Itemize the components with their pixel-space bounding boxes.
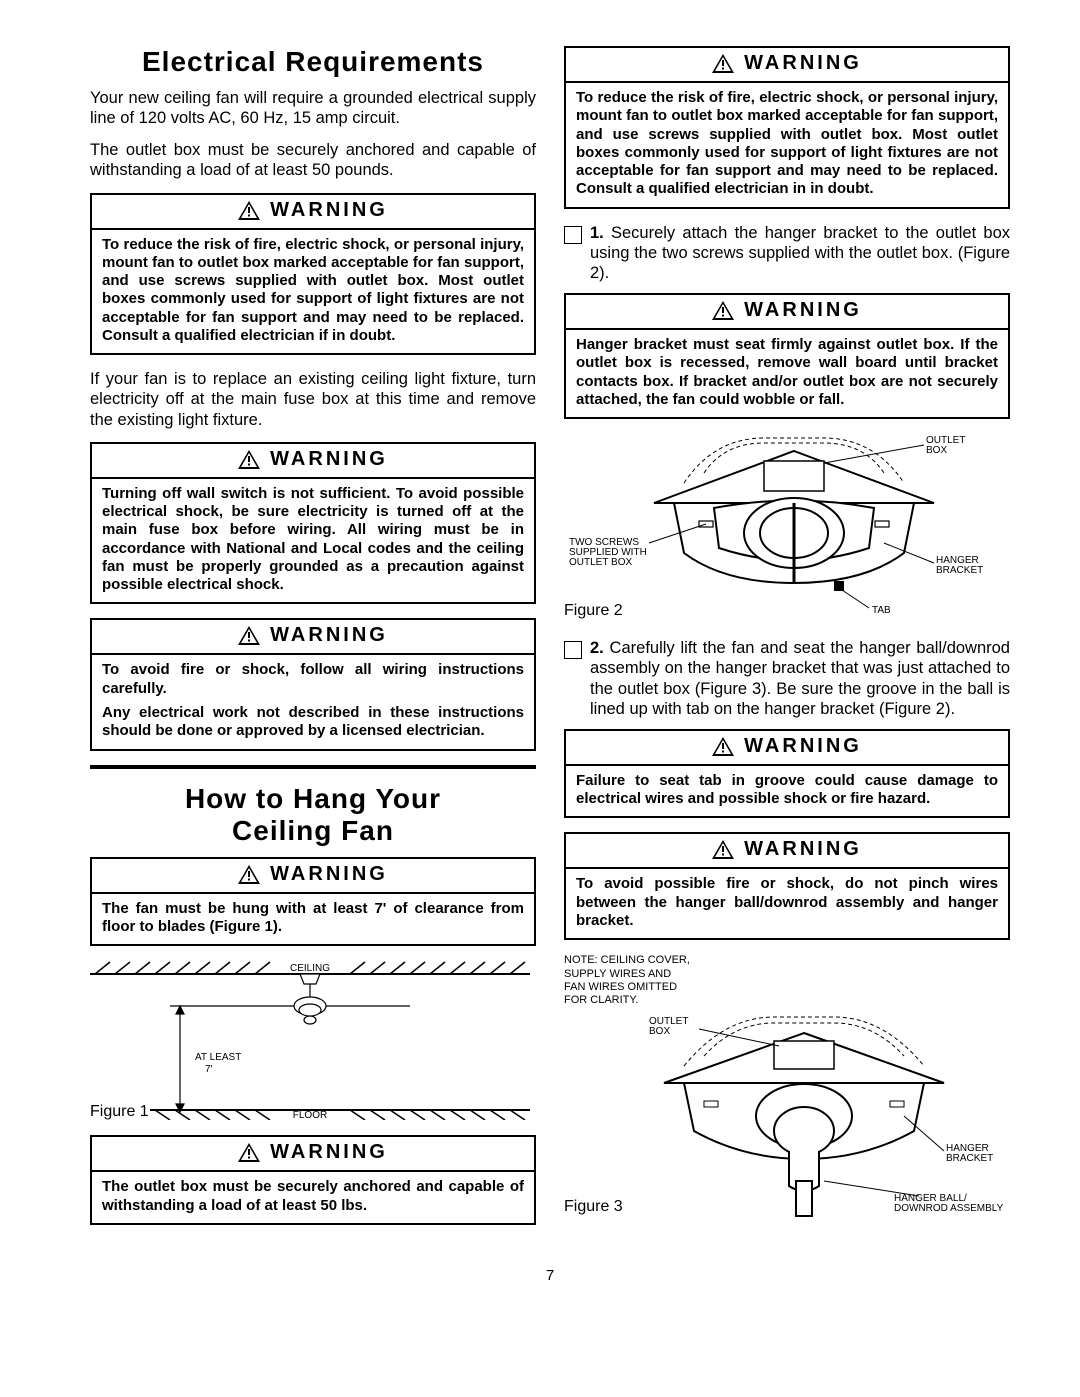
step-checkbox[interactable] <box>564 226 582 244</box>
warning-box-l3: WARNING To avoid fire or shock, follow a… <box>90 618 536 750</box>
figure-1-caption: Figure 1 <box>90 1103 149 1120</box>
step-2-num: 2. <box>590 639 604 657</box>
warning-label: WARNING <box>744 735 862 758</box>
warning-header: WARNING <box>92 859 534 894</box>
fig1-label-floor: FLOOR <box>293 1110 327 1120</box>
fig2-tab <box>834 581 844 591</box>
warning-box-l5: WARNING The outlet box must be securely … <box>90 1135 536 1225</box>
para-elec-2: The outlet box must be securely anchored… <box>90 140 536 180</box>
figure-2: OUTLETBOX TWO SCREWSSUPPLIED WITHOUTLET … <box>564 433 1010 628</box>
warning-header: WARNING <box>566 834 1008 869</box>
warning-label: WARNING <box>270 448 388 471</box>
section-title-hang-l2: Ceiling Fan <box>90 815 536 847</box>
warning-body-l3: To avoid fire or shock, follow all wirin… <box>92 655 534 748</box>
warning-text-l3b: Any electrical work not described in the… <box>102 704 524 741</box>
step-checkbox[interactable] <box>564 641 582 659</box>
figure-3-caption: Figure 3 <box>564 1198 623 1215</box>
fig2-label-tab: TAB <box>872 605 891 616</box>
warning-triangle-icon <box>238 201 260 220</box>
warning-label: WARNING <box>270 624 388 647</box>
warning-triangle-icon <box>238 626 260 645</box>
warning-triangle-icon <box>712 840 734 859</box>
figure-2-svg: OUTLETBOX TWO SCREWSSUPPLIED WITHOUTLET … <box>564 433 1004 623</box>
warning-header: WARNING <box>92 195 534 230</box>
warning-body-l2: Turning off wall switch is not sufficien… <box>92 479 534 603</box>
section-title-hang-l1: How to Hang Your <box>90 783 536 815</box>
warning-box-r2: WARNING Hanger bracket must seat firmly … <box>564 293 1010 419</box>
warning-triangle-icon <box>712 737 734 756</box>
warning-body-r1: To reduce the risk of fire, electric sho… <box>566 83 1008 207</box>
step-1-text: 1. Securely attach the hanger bracket to… <box>590 223 1010 283</box>
fig1-label-atleast: AT LEAST <box>195 1052 241 1063</box>
step-1-body: Securely attach the hanger bracket to th… <box>590 224 1010 282</box>
right-column: WARNING To reduce the risk of fire, elec… <box>564 40 1010 1239</box>
warning-box-l2: WARNING Turning off wall switch is not s… <box>90 442 536 605</box>
warning-box-r4: WARNING To avoid possible fire or shock,… <box>564 832 1010 940</box>
warning-header: WARNING <box>566 731 1008 766</box>
para-elec-3: If your fan is to replace an existing ce… <box>90 369 536 429</box>
figure-1: CEILING <box>90 960 536 1125</box>
figure-3-note: NOTE: CEILING COVER, SUPPLY WIRES AND FA… <box>564 954 1010 1007</box>
warning-body-l1: To reduce the risk of fire, electric sho… <box>92 230 534 354</box>
warning-label: WARNING <box>744 52 862 75</box>
warning-header: WARNING <box>92 444 534 479</box>
page-number: 7 <box>90 1267 1010 1284</box>
fig3-label-hanger: HANGERBRACKET <box>946 1143 993 1164</box>
warning-header: WARNING <box>566 48 1008 83</box>
figure-2-caption: Figure 2 <box>564 602 623 619</box>
fig3-label-ball: HANGER BALL/DOWNROD ASSEMBLY <box>894 1193 1004 1214</box>
warning-label: WARNING <box>744 299 862 322</box>
section-divider <box>90 765 536 769</box>
step-1-num: 1. <box>590 224 604 242</box>
warning-body-l4: The fan must be hung with at least 7' of… <box>92 894 534 945</box>
warning-text-l3a: To avoid fire or shock, follow all wirin… <box>102 661 524 698</box>
warning-label: WARNING <box>744 838 862 861</box>
warning-body-r4: To avoid possible fire or shock, do not … <box>566 869 1008 938</box>
step-2-body: Carefully lift the fan and seat the hang… <box>590 639 1010 717</box>
figure-1-svg: CEILING <box>90 960 530 1120</box>
step-2: 2. Carefully lift the fan and seat the h… <box>564 638 1010 719</box>
warning-box-l1: WARNING To reduce the risk of fire, elec… <box>90 193 536 356</box>
warning-box-r3: WARNING Failure to seat tab in groove co… <box>564 729 1010 819</box>
section-title-electrical: Electrical Requirements <box>90 46 536 78</box>
page: Electrical Requirements Your new ceiling… <box>0 0 1080 1314</box>
warning-header: WARNING <box>92 1137 534 1172</box>
figure-3: NOTE: CEILING COVER, SUPPLY WIRES AND FA… <box>564 954 1010 1226</box>
step-1: 1. Securely attach the hanger bracket to… <box>564 223 1010 283</box>
warning-body-r2: Hanger bracket must seat firmly against … <box>566 330 1008 417</box>
warning-triangle-icon <box>238 450 260 469</box>
step-2-text: 2. Carefully lift the fan and seat the h… <box>590 638 1010 719</box>
left-column: Electrical Requirements Your new ceiling… <box>90 40 536 1239</box>
fig2-label-screws: TWO SCREWSSUPPLIED WITHOUTLET BOX <box>569 537 647 568</box>
warning-triangle-icon <box>238 1143 260 1162</box>
figure-3-svg: OUTLETBOX HANGERBRACKET HANGER BALL/DOWN… <box>564 1011 1004 1221</box>
fig2-label-outlet: OUTLETBOX <box>926 435 965 456</box>
fig2-label-hanger: HANGERBRACKET <box>936 555 983 576</box>
fig1-label-ceiling: CEILING <box>290 963 330 974</box>
warning-box-l4: WARNING The fan must be hung with at lea… <box>90 857 536 947</box>
warning-body-r3: Failure to seat tab in groove could caus… <box>566 766 1008 817</box>
para-elec-1: Your new ceiling fan will require a grou… <box>90 88 536 128</box>
warning-triangle-icon <box>238 865 260 884</box>
warning-triangle-icon <box>712 54 734 73</box>
warning-header: WARNING <box>566 295 1008 330</box>
two-column-layout: Electrical Requirements Your new ceiling… <box>90 40 1010 1239</box>
warning-label: WARNING <box>270 1141 388 1164</box>
warning-header: WARNING <box>92 620 534 655</box>
warning-body-l5: The outlet box must be securely anchored… <box>92 1172 534 1223</box>
fig3-label-outlet: OUTLETBOX <box>649 1016 688 1037</box>
warning-label: WARNING <box>270 199 388 222</box>
warning-label: WARNING <box>270 863 388 886</box>
warning-triangle-icon <box>712 301 734 320</box>
warning-box-r1: WARNING To reduce the risk of fire, elec… <box>564 46 1010 209</box>
fig1-label-seven: 7' <box>205 1064 213 1075</box>
